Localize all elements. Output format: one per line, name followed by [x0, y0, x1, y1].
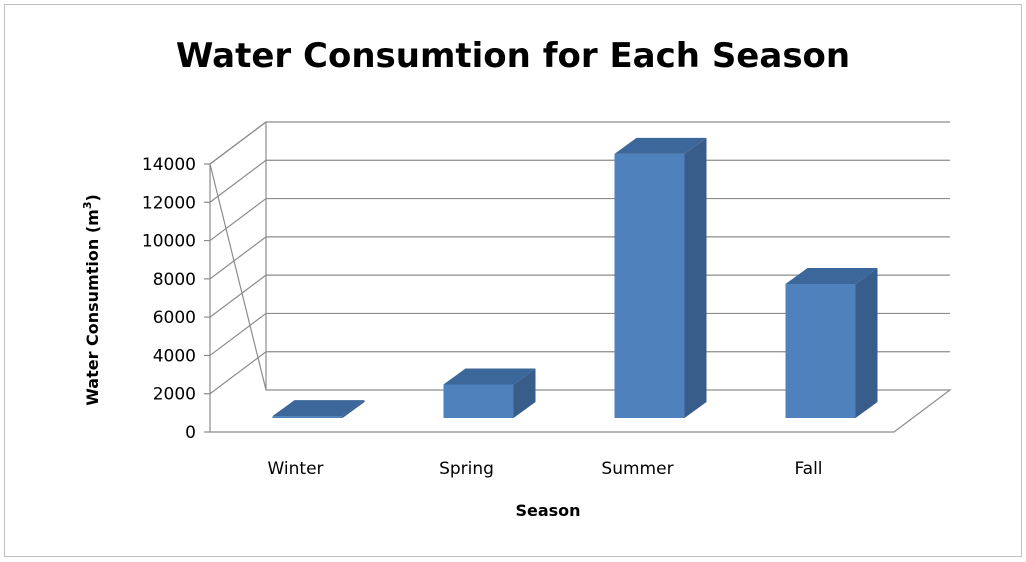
x-axis-label: Season [515, 501, 580, 520]
bar-top [785, 268, 878, 284]
bar-front [614, 153, 685, 419]
bar-front [443, 384, 514, 418]
bar-top [272, 400, 365, 417]
y-tick-label: 10000 [142, 232, 196, 252]
bar-front [785, 284, 856, 418]
bar-side [513, 368, 536, 418]
y-axis-label-close: ) [83, 194, 102, 201]
axes [204, 121, 952, 433]
wall-top-edge [209, 121, 267, 165]
bar-side [684, 137, 707, 419]
bars [272, 137, 878, 419]
y-tick-label: 0 [185, 423, 196, 443]
bar-summer [614, 137, 707, 419]
y-tick-label: 6000 [153, 308, 196, 328]
x-tick-label: Spring [439, 459, 494, 479]
y-tick-label: 12000 [142, 193, 196, 213]
y-axis-label-superscript: 3 [81, 202, 94, 210]
bar-top [614, 137, 707, 154]
gridline [209, 121, 950, 165]
x-tick-label: Fall [794, 459, 822, 479]
x-tick-labels: Winter Spring Summer Fall [267, 459, 822, 479]
bar-front [272, 416, 343, 418]
y-tick-label: 8000 [153, 270, 196, 290]
y-tick-label: 14000 [142, 155, 196, 175]
y-tick-labels: 0 2000 4000 6000 8000 10000 12000 14000 [142, 155, 196, 443]
bar-spring [443, 368, 536, 418]
y-axis-label: Water Consumtion (m3) [81, 194, 102, 406]
x-tick-label: Winter [267, 459, 323, 479]
y-axis-label-text: Water Consumtion (m [83, 209, 102, 406]
x-tick-label: Summer [601, 459, 673, 479]
chart-title: Water Consumtion for Each Season [176, 36, 850, 76]
y-tick-label: 2000 [153, 385, 196, 405]
bar-side [342, 400, 365, 418]
y-tick-label: 4000 [153, 346, 196, 366]
bar-top [443, 368, 536, 385]
bar-fall [785, 268, 878, 418]
gridline [209, 197, 950, 242]
bar-side [855, 268, 878, 418]
gridline [209, 159, 950, 203]
bar-winter [272, 400, 365, 418]
floor-and-wall [209, 163, 952, 433]
